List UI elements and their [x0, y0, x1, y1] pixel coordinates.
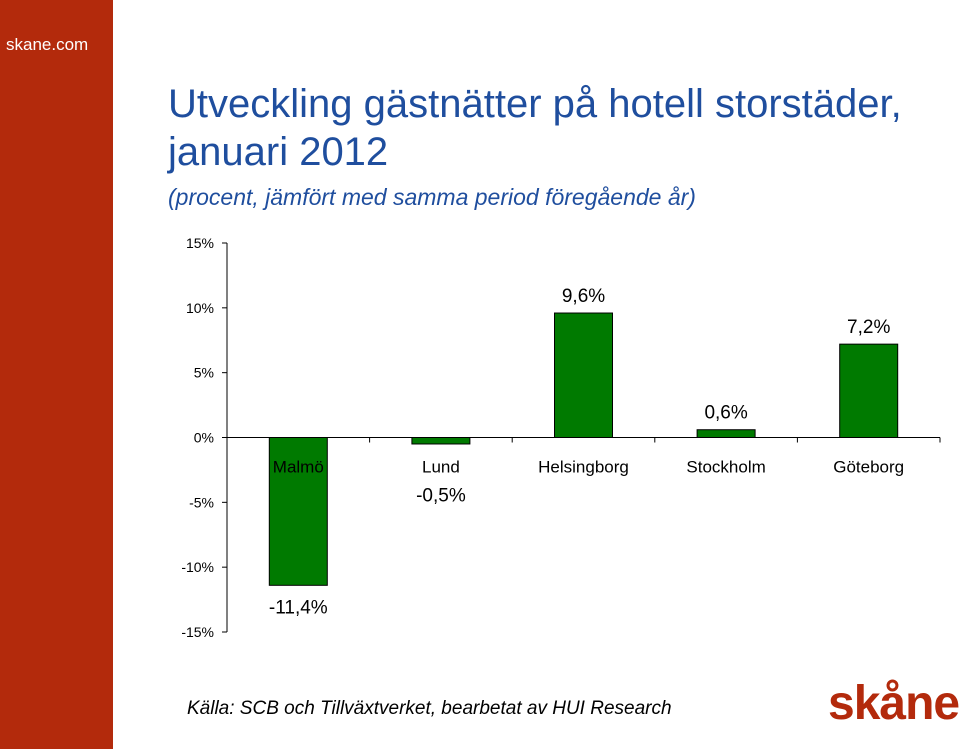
chart-labels: Malmö -11,4% Lund -0,5% Helsingborg 9,6% Stock… — [269, 286, 904, 618]
category-label: Malmö — [273, 458, 324, 477]
chart-title: Utveckling gästnätter på hotell storstäd… — [168, 82, 902, 174]
y-tick-label: -15% — [181, 624, 214, 640]
value-label: 0,6% — [704, 403, 747, 424]
y-tick-label: 0% — [194, 430, 214, 446]
category-label: Lund — [422, 458, 460, 477]
bar — [554, 312, 613, 438]
chart-subtitle: (procent, jämfört med samma period föreg… — [168, 184, 696, 210]
site-label[interactable]: skane.com — [6, 35, 89, 54]
chart-bars — [268, 312, 899, 586]
y-tick-label: 15% — [186, 235, 214, 251]
category-label: Helsingborg — [538, 458, 629, 477]
bar — [696, 429, 756, 439]
value-label: -0,5% — [416, 486, 466, 507]
y-tick-label: 10% — [186, 300, 214, 316]
y-tick-label: -5% — [189, 494, 214, 510]
category-label: Stockholm — [686, 458, 765, 477]
source-note: Källa: SCB och Tillväxtverket, bearbetat… — [187, 698, 672, 719]
skane-logo: skåne — [828, 677, 959, 730]
y-tick-label: -10% — [181, 559, 214, 575]
value-label: 9,6% — [562, 286, 605, 307]
bar — [839, 343, 899, 439]
value-label: 7,2% — [847, 317, 890, 338]
sidebar: skane.com — [0, 0, 113, 749]
chart-axes: 15% 10% 5% 0% -5% -10% -15% — [181, 235, 941, 640]
y-tick-label: 5% — [194, 365, 214, 381]
value-label: -11,4% — [269, 597, 328, 618]
bar — [268, 437, 328, 586]
bar — [411, 437, 471, 445]
category-label: Göteborg — [833, 458, 904, 477]
